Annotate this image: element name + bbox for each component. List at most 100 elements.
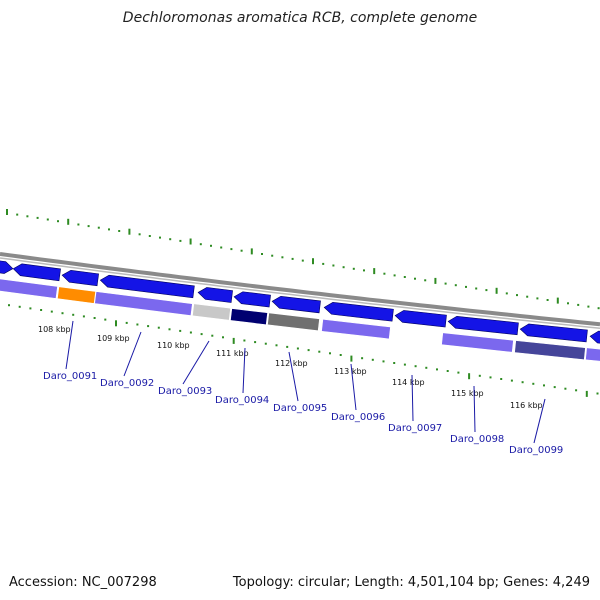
gene-arrow	[12, 263, 61, 282]
outer-ruler-dot	[240, 249, 243, 252]
kbp-tick-label: 111 kbp	[216, 349, 249, 358]
outer-ruler-dot	[199, 243, 202, 246]
gene-label[interactable]: Daro_0097	[388, 423, 442, 434]
gene-label-leader-line	[65, 320, 74, 370]
backbone-outer-line	[0, 252, 600, 327]
gene-arrow	[271, 295, 321, 314]
gene-label[interactable]: Daro_0098	[450, 434, 504, 445]
inner-ruler-dot	[393, 362, 396, 364]
inner-ruler-dot	[82, 315, 85, 318]
outer-ruler-dot	[403, 276, 406, 278]
inner-ruler-dot	[115, 320, 117, 327]
inner-ruler-dot	[232, 337, 235, 344]
inner-ruler-dot	[157, 326, 160, 329]
gene-label-leader-line	[242, 347, 246, 394]
forward-strand-genes	[0, 259, 600, 346]
outer-ruler-dot	[414, 277, 416, 280]
genome-summary-text: Topology: circular; Length: 4,501,104 bp…	[232, 575, 590, 590]
outer-ruler-dot	[210, 244, 212, 247]
inner-ruler-dot	[403, 363, 406, 366]
inner-ruler-dot	[275, 344, 278, 347]
kbp-tick-label: 109 kbp	[97, 334, 130, 343]
outer-ruler-dot	[57, 220, 59, 223]
outer-ruler-dot	[352, 267, 355, 270]
inner-ruler-dot	[40, 309, 43, 311]
inner-ruler-dot	[136, 323, 139, 326]
inner-ruler-dot	[296, 347, 299, 350]
inner-ruler-dot	[446, 370, 449, 372]
cog-gene-block	[57, 286, 96, 304]
inner-ruler-dot	[329, 352, 331, 355]
gene-label[interactable]: Daro_0099	[509, 445, 563, 456]
inner-ruler-dot	[361, 357, 364, 360]
outer-ruler-dots	[6, 209, 600, 310]
inner-ruler-dot	[168, 328, 171, 331]
gene-label-leader-line	[350, 363, 357, 411]
outer-ruler-dot	[577, 303, 580, 306]
inner-ruler-dot	[596, 392, 599, 395]
genome-backbone	[0, 252, 600, 329]
map-title: Dechloromonas aromatica RCB, complete ge…	[122, 10, 478, 26]
gene-arrow	[394, 310, 447, 328]
outer-ruler-dot	[250, 248, 253, 255]
inner-ruler-dot	[125, 321, 128, 324]
gene-label[interactable]: Daro_0093	[158, 386, 212, 397]
outer-ruler-dot	[526, 295, 529, 298]
cog-gene-block	[321, 318, 391, 340]
outer-ruler-dot	[189, 238, 192, 245]
gene-arrow	[589, 330, 600, 346]
inner-ruler-dot	[489, 376, 492, 379]
outer-ruler-dot	[465, 285, 467, 288]
outer-ruler-dot	[516, 294, 518, 297]
outer-ruler-dot	[230, 248, 233, 251]
kbp-tick-label: 108 kbp	[38, 325, 71, 334]
gene-label[interactable]: Daro_0092	[100, 378, 154, 389]
outer-ruler-dot	[36, 216, 39, 219]
outer-ruler-dot	[505, 292, 508, 295]
cog-gene-block	[514, 340, 586, 360]
outer-ruler-dot	[301, 259, 304, 262]
inner-ruler-dot	[72, 313, 75, 316]
cog-gene-block	[94, 291, 193, 316]
outer-ruler-dot	[363, 269, 365, 272]
outer-ruler-dot	[383, 272, 386, 275]
inner-ruler-dot	[543, 384, 545, 387]
inner-ruler-dots	[8, 304, 599, 397]
outer-ruler-dot	[495, 287, 498, 294]
inner-ruler-dot	[382, 360, 385, 363]
outer-ruler-dot	[444, 282, 447, 285]
cog-gene-block	[192, 303, 231, 321]
outer-ruler-dot	[291, 257, 294, 260]
gene-label[interactable]: Daro_0091	[43, 371, 97, 382]
gene-label[interactable]: Daro_0094	[215, 395, 269, 406]
inner-ruler-dot	[585, 390, 588, 397]
outer-ruler-dot	[485, 289, 488, 292]
outer-ruler-dot	[87, 225, 90, 228]
inner-ruler-dot	[254, 341, 257, 344]
outer-ruler-dot	[261, 253, 263, 255]
outer-ruler-dot	[118, 230, 121, 232]
inner-ruler-dot	[478, 374, 481, 377]
outer-ruler-dot	[281, 256, 284, 259]
inner-ruler-dot	[50, 310, 53, 313]
outer-ruler-dot	[393, 274, 396, 277]
outer-ruler-dot	[67, 218, 70, 225]
outer-ruler-dot	[16, 213, 19, 216]
gene-label[interactable]: Daro_0096	[331, 412, 385, 423]
inner-ruler-dot	[510, 379, 513, 382]
accession-text: Accession: NC_007298	[9, 575, 157, 590]
inner-ruler-dot	[371, 358, 374, 361]
gene-arrow	[99, 274, 195, 299]
outer-ruler-dot	[424, 279, 427, 282]
inner-ruler-dot	[532, 382, 535, 385]
outer-ruler-dot	[342, 266, 345, 269]
gene-label[interactable]: Daro_0095	[273, 403, 327, 414]
cog-gene-block	[230, 308, 268, 326]
inner-ruler-dot	[425, 366, 428, 369]
gene-label-leader-line	[288, 351, 299, 402]
outer-ruler-dot	[46, 218, 49, 221]
outer-ruler-dot	[536, 297, 539, 300]
